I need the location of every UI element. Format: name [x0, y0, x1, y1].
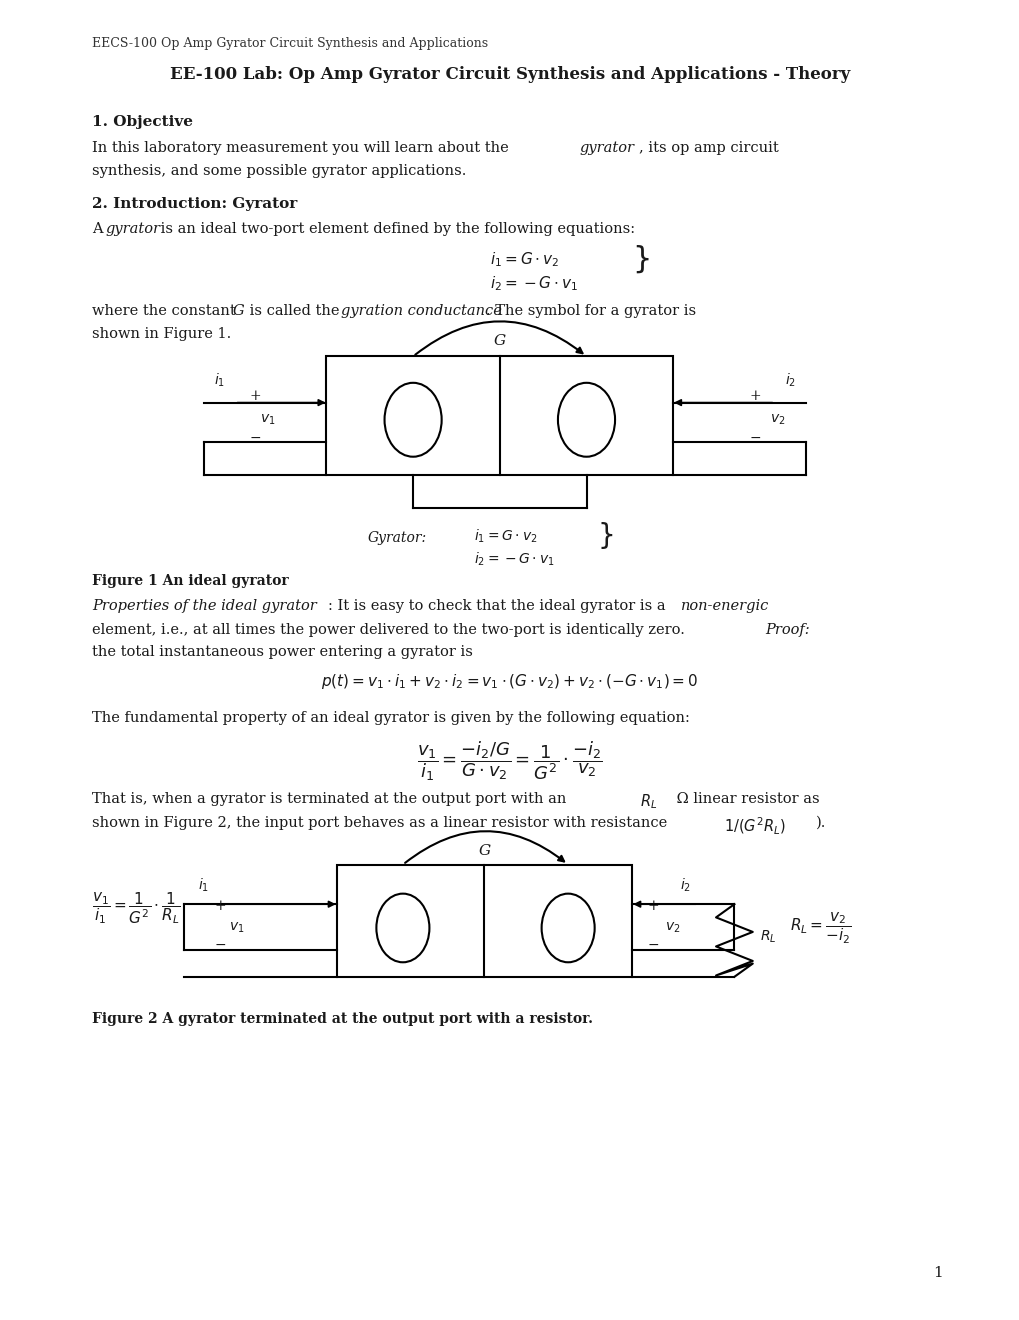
Text: , its op amp circuit: , its op amp circuit	[638, 141, 777, 156]
Text: −: −	[749, 432, 760, 445]
Text: −: −	[250, 432, 261, 445]
Text: element, i.e., at all times the power delivered to the two-port is identically z: element, i.e., at all times the power de…	[92, 623, 689, 638]
Text: EE-100 Lab: Op Amp Gyrator Circuit Synthesis and Applications - Theory: EE-100 Lab: Op Amp Gyrator Circuit Synth…	[170, 66, 849, 83]
Text: That is, when a gyrator is terminated at the output port with an: That is, when a gyrator is terminated at…	[92, 792, 571, 807]
Text: non-energic: non-energic	[681, 599, 769, 614]
Text: where the constant: where the constant	[92, 304, 239, 318]
Text: Figure 2 A gyrator terminated at the output port with a resistor.: Figure 2 A gyrator terminated at the out…	[92, 1012, 592, 1027]
Text: $R_L = \dfrac{v_2}{-i_2}$: $R_L = \dfrac{v_2}{-i_2}$	[790, 911, 852, 945]
Circle shape	[376, 894, 429, 962]
Text: $i_2$: $i_2$	[680, 876, 690, 894]
Circle shape	[541, 894, 594, 962]
Circle shape	[557, 383, 614, 457]
Text: $i_1$: $i_1$	[199, 876, 209, 894]
Text: $i_2 = -G \cdot v_1$: $i_2 = -G \cdot v_1$	[474, 550, 554, 568]
Text: +: +	[749, 389, 760, 403]
FancyBboxPatch shape	[326, 356, 673, 475]
Text: $i_1$: $i_1$	[214, 372, 224, 389]
Text: In this laboratory measurement you will learn about the: In this laboratory measurement you will …	[92, 141, 513, 156]
Text: $\}$: $\}$	[632, 243, 649, 275]
Text: Figure 1 An ideal gyrator: Figure 1 An ideal gyrator	[92, 574, 288, 589]
Text: 1: 1	[932, 1266, 943, 1280]
Text: shown in Figure 1.: shown in Figure 1.	[92, 327, 231, 342]
Text: the total instantaneous power entering a gyrator is: the total instantaneous power entering a…	[92, 645, 472, 660]
Text: is an ideal two-port element defined by the following equations:: is an ideal two-port element defined by …	[156, 222, 635, 236]
Text: 2. Introduction: Gyrator: 2. Introduction: Gyrator	[92, 197, 297, 211]
Text: Ω linear resistor as: Ω linear resistor as	[672, 792, 819, 807]
Text: $\}$: $\}$	[596, 520, 612, 552]
Text: A: A	[92, 222, 107, 236]
Text: EECS-100 Op Amp Gyrator Circuit Synthesis and Applications: EECS-100 Op Amp Gyrator Circuit Synthesi…	[92, 37, 487, 50]
Text: synthesis, and some possible gyrator applications.: synthesis, and some possible gyrator app…	[92, 164, 466, 178]
Text: is called the: is called the	[245, 304, 343, 318]
Text: $v_1$: $v_1$	[229, 921, 245, 935]
Text: +: +	[214, 899, 225, 912]
Text: gyrator: gyrator	[579, 141, 634, 156]
Text: gyrator: gyrator	[105, 222, 160, 236]
Text: $i_2$: $i_2$	[785, 372, 795, 389]
Text: $v_2$: $v_2$	[664, 921, 680, 935]
Text: Properties of the ideal gyrator: Properties of the ideal gyrator	[92, 599, 316, 614]
Text: $1/(G^2 R_L)$: $1/(G^2 R_L)$	[723, 816, 786, 837]
Text: G: G	[478, 843, 490, 858]
Text: $\dfrac{v_1}{i_1} = \dfrac{-i_2/G}{G \cdot v_2} = \dfrac{1}{G^2} \cdot \dfrac{-i: $\dfrac{v_1}{i_1} = \dfrac{-i_2/G}{G \cd…	[417, 739, 602, 783]
Text: 1. Objective: 1. Objective	[92, 115, 193, 129]
Text: $\dfrac{v_1}{i_1} = \dfrac{1}{G^2} \cdot \dfrac{1}{R_L}$: $\dfrac{v_1}{i_1} = \dfrac{1}{G^2} \cdot…	[92, 891, 180, 925]
Text: $v_2$: $v_2$	[769, 413, 785, 426]
Text: −: −	[647, 939, 658, 952]
Text: $i_1 = G \cdot v_2$: $i_1 = G \cdot v_2$	[489, 251, 558, 269]
Text: +: +	[250, 389, 261, 403]
Text: $p(t) = v_1 \cdot i_1 + v_2 \cdot i_2 = v_1 \cdot (G \cdot v_2) + v_2 \cdot (-G : $p(t) = v_1 \cdot i_1 + v_2 \cdot i_2 = …	[321, 672, 698, 690]
Text: ).: ).	[815, 816, 825, 830]
Text: shown in Figure 2, the input port behaves as a linear resistor with resistance: shown in Figure 2, the input port behave…	[92, 816, 672, 830]
Text: G: G	[232, 304, 244, 318]
Text: $i_2 = -G \cdot v_1$: $i_2 = -G \cdot v_1$	[489, 275, 578, 293]
Text: −: −	[214, 939, 225, 952]
Text: : It is easy to check that the ideal gyrator is a: : It is easy to check that the ideal gyr…	[328, 599, 671, 614]
Circle shape	[384, 383, 441, 457]
Text: $v_1$: $v_1$	[260, 413, 275, 426]
Text: $i_1 = G \cdot v_2$: $i_1 = G \cdot v_2$	[474, 528, 537, 545]
Text: Proof:: Proof:	[764, 623, 809, 638]
Text: $R_L$: $R_L$	[759, 929, 775, 945]
Text: The fundamental property of an ideal gyrator is given by the following equation:: The fundamental property of an ideal gyr…	[92, 711, 689, 726]
Text: +: +	[647, 899, 658, 912]
Text: gyration conductance: gyration conductance	[340, 304, 501, 318]
Text: G: G	[493, 334, 505, 348]
Text: Gyrator:: Gyrator:	[367, 531, 426, 545]
Text: $R_L$: $R_L$	[639, 792, 656, 810]
FancyBboxPatch shape	[336, 865, 632, 977]
Text: . The symbol for a gyrator is: . The symbol for a gyrator is	[485, 304, 695, 318]
